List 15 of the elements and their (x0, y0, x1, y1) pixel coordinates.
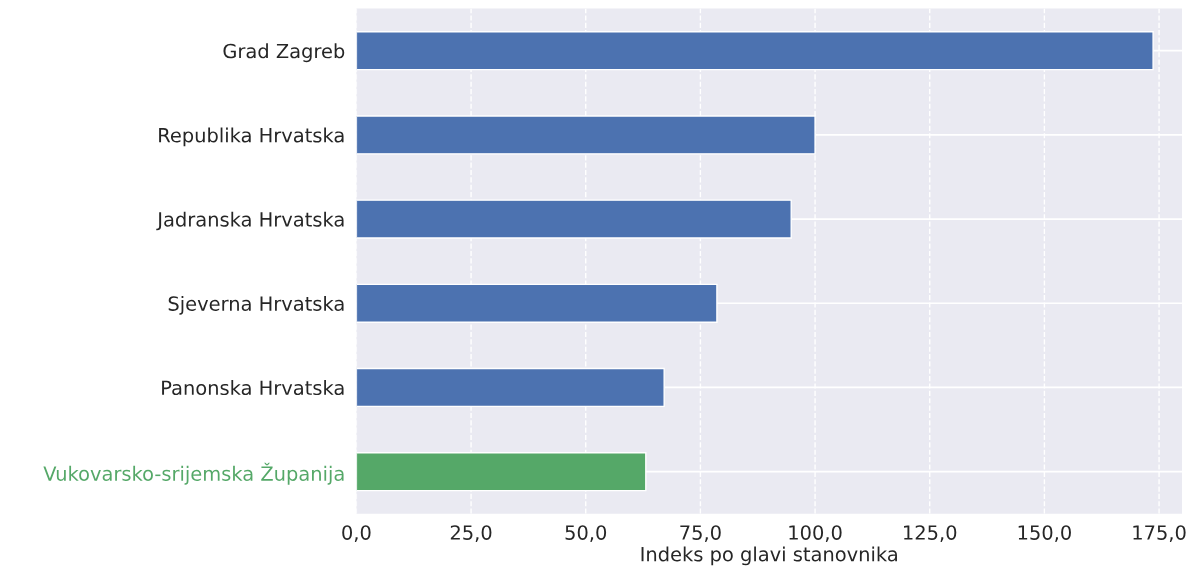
y-tick-label: Panonska Hrvatska (162, 380, 344, 396)
x-tick-label: 0,0 (342, 525, 371, 542)
y-tick-label: Sjeverna Hrvatska (168, 295, 344, 315)
y-tick-label: Grad Zagreb (223, 43, 345, 63)
x-tick-label: 150,0 (1018, 525, 1071, 542)
x-tick-label: 125,0 (904, 525, 957, 542)
y-tick-label: Jadranska Hrvatska (156, 211, 344, 231)
x-tick-label: 175,0 (1133, 525, 1186, 542)
x-axis-title: Indeks po glavi stanovnika (641, 546, 897, 566)
x-tick-label: 75,0 (680, 525, 721, 542)
x-tick-label: 100,0 (789, 525, 842, 542)
y-tick-label: Republika Hrvatska (159, 127, 344, 147)
x-tick-label: 50,0 (565, 525, 607, 542)
y-tick-label: Vukovarsko-srijemska Županija (43, 462, 344, 485)
x-tick-label: 25,0 (450, 525, 492, 542)
